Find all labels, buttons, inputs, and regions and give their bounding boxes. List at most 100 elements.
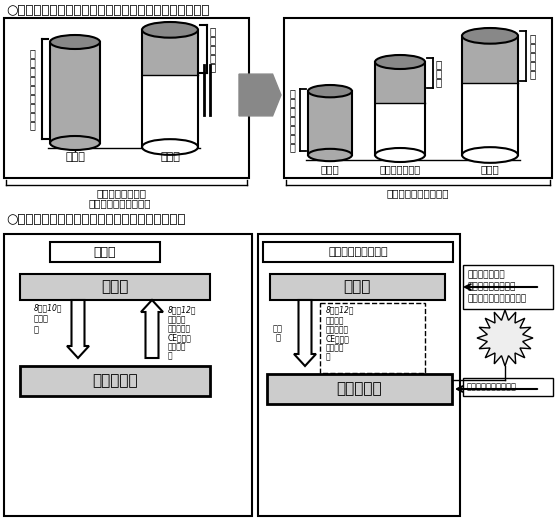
Ellipse shape bbox=[50, 136, 100, 150]
Text: ／: ／ bbox=[289, 115, 295, 125]
Text: 終: 終 bbox=[529, 42, 535, 52]
Text: 担い手への支援の必要: 担い手への支援の必要 bbox=[467, 383, 517, 391]
Ellipse shape bbox=[50, 35, 100, 49]
FancyBboxPatch shape bbox=[4, 18, 249, 178]
Text: 等: 等 bbox=[168, 351, 172, 360]
Text: 等: 等 bbox=[34, 325, 39, 334]
Text: 資材代金: 資材代金 bbox=[168, 342, 186, 351]
Ellipse shape bbox=[375, 148, 425, 162]
FancyBboxPatch shape bbox=[375, 103, 425, 155]
FancyBboxPatch shape bbox=[263, 242, 453, 262]
FancyBboxPatch shape bbox=[142, 75, 198, 147]
FancyBboxPatch shape bbox=[320, 303, 425, 373]
FancyBboxPatch shape bbox=[308, 91, 352, 155]
Text: 精: 精 bbox=[529, 51, 535, 61]
FancyBboxPatch shape bbox=[20, 366, 210, 396]
Polygon shape bbox=[477, 310, 533, 366]
Text: 等: 等 bbox=[326, 352, 330, 361]
Ellipse shape bbox=[142, 139, 198, 155]
FancyBboxPatch shape bbox=[462, 36, 518, 83]
Text: 生　産　者: 生 産 者 bbox=[92, 374, 138, 388]
Text: 金: 金 bbox=[210, 62, 216, 72]
FancyArrow shape bbox=[67, 300, 89, 358]
Text: 出荷時: 出荷時 bbox=[65, 152, 85, 162]
Text: 資材代金: 資材代金 bbox=[326, 343, 344, 352]
Text: 翌年末: 翌年末 bbox=[480, 164, 500, 174]
Text: 支払スキームの検討: 支払スキームの検討 bbox=[467, 282, 515, 291]
Text: 事業方式の検討: 事業方式の検討 bbox=[467, 270, 505, 279]
FancyArrow shape bbox=[294, 300, 316, 366]
FancyBboxPatch shape bbox=[258, 234, 460, 516]
Text: 千: 千 bbox=[289, 97, 295, 107]
Text: 出荷時: 出荷時 bbox=[321, 164, 339, 174]
Text: 円: 円 bbox=[29, 84, 35, 94]
Text: 万: 万 bbox=[29, 57, 35, 67]
Text: 〇: 〇 bbox=[289, 88, 295, 98]
Text: ０: ０ bbox=[289, 133, 295, 143]
Ellipse shape bbox=[462, 147, 518, 163]
Polygon shape bbox=[239, 74, 281, 116]
Text: 需給変動を前提に設定: 需給変動を前提に設定 bbox=[387, 188, 449, 198]
Text: ㎏: ㎏ bbox=[29, 120, 35, 130]
Text: 販売価格を見通し設定: 販売価格を見通し設定 bbox=[88, 198, 151, 208]
Text: 現　行: 現 行 bbox=[94, 246, 116, 258]
Text: 共済掛金: 共済掛金 bbox=[326, 316, 344, 325]
FancyBboxPatch shape bbox=[142, 30, 198, 75]
Text: ㎏: ㎏ bbox=[289, 142, 295, 152]
Text: （経済、信用、共済等）: （経済、信用、共済等） bbox=[467, 294, 526, 303]
Text: 加: 加 bbox=[436, 68, 442, 78]
Text: Ｊ　Ａ: Ｊ Ａ bbox=[101, 279, 129, 294]
Ellipse shape bbox=[142, 22, 198, 38]
Text: 融資の返済: 融資の返済 bbox=[168, 324, 191, 333]
Text: ○出来秋における生産者の資金需要（イメージ）: ○出来秋における生産者の資金需要（イメージ） bbox=[6, 213, 185, 226]
FancyBboxPatch shape bbox=[375, 62, 425, 103]
Text: 需給均衡を前提に: 需給均衡を前提に bbox=[96, 188, 147, 198]
FancyArrow shape bbox=[141, 300, 163, 358]
Text: 〇: 〇 bbox=[29, 66, 35, 76]
FancyBboxPatch shape bbox=[20, 274, 210, 300]
Text: に支援: に支援 bbox=[497, 341, 513, 350]
Ellipse shape bbox=[462, 28, 518, 43]
Text: 概算金方式の見直し: 概算金方式の見直し bbox=[328, 247, 388, 257]
FancyBboxPatch shape bbox=[284, 18, 552, 178]
FancyBboxPatch shape bbox=[50, 242, 160, 262]
Text: 金: 金 bbox=[529, 69, 535, 79]
Text: 概算金: 概算金 bbox=[34, 314, 49, 323]
Text: 資金繰り: 資金繰り bbox=[494, 330, 516, 339]
Text: ０: ０ bbox=[29, 111, 35, 121]
Text: ／: ／ bbox=[29, 93, 35, 103]
FancyBboxPatch shape bbox=[463, 265, 553, 309]
Text: 共済掛金: 共済掛金 bbox=[168, 315, 186, 324]
Text: 8月～10月: 8月～10月 bbox=[34, 303, 63, 312]
Text: 金: 金 bbox=[276, 333, 281, 342]
FancyBboxPatch shape bbox=[267, 374, 452, 404]
Text: 円: 円 bbox=[289, 106, 295, 116]
FancyBboxPatch shape bbox=[462, 83, 518, 155]
Text: ６: ６ bbox=[289, 124, 295, 134]
Text: 算: 算 bbox=[210, 53, 216, 63]
Text: 追: 追 bbox=[436, 59, 442, 69]
FancyBboxPatch shape bbox=[50, 42, 100, 143]
Text: Ｊ　Ａ: Ｊ Ａ bbox=[343, 279, 371, 294]
Text: 最: 最 bbox=[529, 33, 535, 43]
Text: 年末～年明け頃: 年末～年明け頃 bbox=[380, 164, 421, 174]
FancyBboxPatch shape bbox=[4, 234, 252, 516]
Text: 金: 金 bbox=[436, 77, 442, 87]
Text: 一: 一 bbox=[29, 48, 35, 58]
Text: 翌年末: 翌年末 bbox=[160, 152, 180, 162]
Text: 千: 千 bbox=[29, 75, 35, 85]
FancyBboxPatch shape bbox=[270, 274, 445, 300]
Ellipse shape bbox=[308, 85, 352, 97]
Text: CE利用料: CE利用料 bbox=[326, 334, 350, 343]
FancyBboxPatch shape bbox=[463, 378, 553, 396]
Ellipse shape bbox=[308, 149, 352, 161]
Text: CE利用料: CE利用料 bbox=[168, 333, 192, 342]
Text: ○「内金＋追加払い」方式での概算金支出（イメージ）: ○「内金＋追加払い」方式での概算金支出（イメージ） bbox=[6, 4, 209, 17]
Text: 終: 終 bbox=[210, 35, 216, 45]
Text: 最: 最 bbox=[210, 26, 216, 36]
Text: 8月～12月: 8月～12月 bbox=[168, 305, 197, 314]
Text: 算: 算 bbox=[529, 60, 535, 70]
Text: 8月～12月: 8月～12月 bbox=[326, 305, 354, 314]
Ellipse shape bbox=[375, 55, 425, 69]
Text: 融資の返済: 融資の返済 bbox=[326, 325, 349, 334]
